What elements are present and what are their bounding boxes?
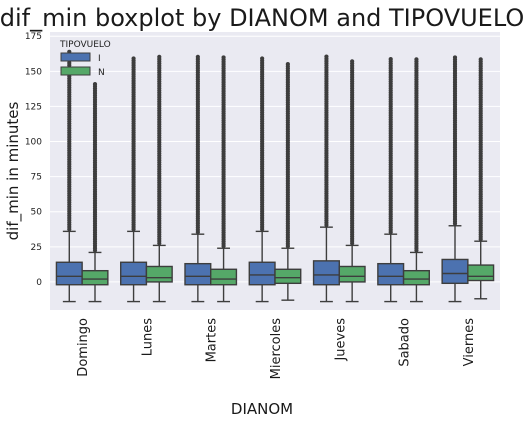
box-I-Lunes — [120, 56, 148, 303]
box-iqr — [467, 264, 495, 282]
y-tick-label: 0 — [36, 278, 42, 288]
legend-label-n: N — [98, 68, 105, 78]
box-iqr — [184, 262, 212, 286]
box-I-Sabado — [377, 56, 405, 303]
box-I-Miercoles — [248, 56, 276, 303]
outlier-point — [195, 54, 200, 59]
box-iqr — [312, 260, 340, 286]
box-iqr — [81, 269, 109, 286]
outlier-point — [350, 59, 355, 64]
x-tick-label: Jueves — [333, 318, 348, 362]
y-tick-label: 50 — [31, 208, 43, 218]
x-tick-label: Viernes — [462, 318, 477, 367]
box-iqr — [377, 262, 405, 286]
y-tick-label: 150 — [25, 67, 42, 77]
outlier-point — [478, 57, 483, 62]
box-N-Jueves — [338, 59, 366, 303]
box-iqr — [210, 268, 238, 286]
y-axis-label: dif_min in minutes — [4, 101, 23, 240]
x-axis-label: DIANOM — [231, 400, 293, 418]
box-N-Martes — [210, 55, 238, 303]
box-iqr — [441, 258, 469, 285]
outlier-point — [131, 56, 136, 61]
x-tick-label: Martes — [205, 318, 220, 363]
box-iqr — [402, 269, 430, 286]
x-tick-label: Domingo — [76, 318, 91, 377]
legend: TIPOVUELO I N — [59, 40, 111, 78]
box-N-Lunes — [145, 54, 173, 303]
outlier-point — [324, 54, 329, 59]
y-tick-label: 25 — [31, 243, 42, 253]
box-I-Jueves — [312, 54, 340, 303]
outlier-point — [221, 55, 226, 60]
legend-swatch-n — [60, 66, 91, 76]
y-tick-label: 125 — [25, 102, 42, 112]
x-axis-ticks: Domingo Lunes Martes Miercoles Jueves Sabado V… — [76, 318, 477, 380]
box-iqr — [145, 265, 173, 283]
outlier-point — [452, 55, 458, 60]
box-N-Sabado — [402, 57, 430, 303]
box-iqr — [274, 268, 302, 285]
box-iqr — [120, 261, 148, 286]
outlier-point — [260, 56, 265, 61]
outlier-point — [414, 57, 419, 62]
y-tick-label: 75 — [31, 173, 42, 183]
box-iqr — [248, 261, 276, 286]
x-tick-label: Miercoles — [269, 318, 284, 380]
box-N-Viernes — [467, 57, 495, 300]
outlier-point — [388, 56, 393, 62]
y-tick-label: 100 — [25, 138, 42, 148]
box-N-Miercoles — [274, 62, 302, 301]
legend-swatch-i — [60, 52, 91, 62]
box-N-Domingo — [81, 81, 109, 303]
box-I-Martes — [184, 54, 212, 303]
chart-title: dif_min boxplot by DIANOM and TIPOVUELO — [0, 4, 524, 32]
y-tick-label: 175 — [25, 32, 42, 42]
box-iqr — [338, 265, 366, 283]
x-tick-label: Sabado — [398, 318, 413, 367]
legend-label-i: I — [98, 54, 101, 64]
outlier-point — [157, 54, 162, 59]
box-I-Viernes — [441, 55, 469, 303]
outlier-point — [92, 81, 98, 87]
y-axis-ticks: 0 25 50 75 100 125 150 175 — [25, 32, 42, 288]
x-tick-label: Lunes — [140, 318, 155, 356]
outlier-point — [285, 62, 290, 67]
box-iqr — [55, 261, 83, 286]
legend-title: TIPOVUELO — [59, 40, 111, 50]
